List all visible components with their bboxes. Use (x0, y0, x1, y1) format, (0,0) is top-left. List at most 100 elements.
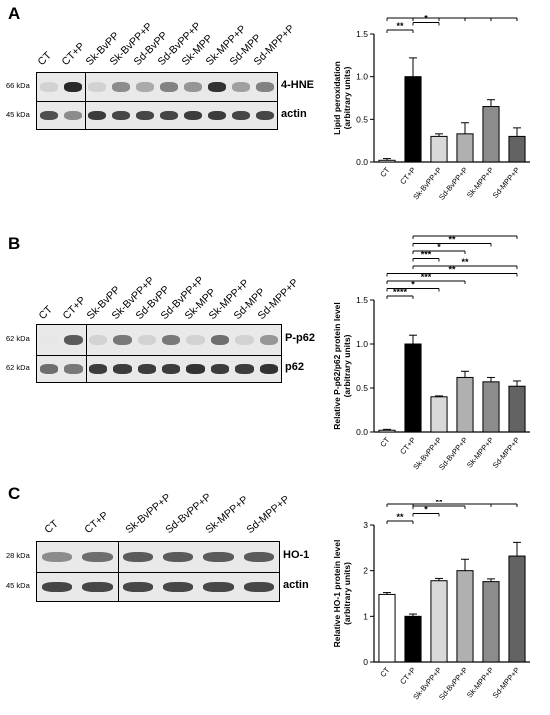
bar (404, 76, 422, 163)
bar (456, 133, 474, 163)
blot-band (88, 334, 108, 346)
panel-letter-c: C (8, 484, 21, 503)
x-tick-label: CT (378, 665, 392, 679)
significance-label: * (502, 14, 506, 19)
blot-strip (36, 355, 282, 383)
bar (508, 385, 526, 433)
blot-strip (36, 324, 282, 356)
bar (404, 343, 422, 433)
blot-band (243, 551, 275, 563)
significance-label: * (437, 14, 441, 19)
bar-chart-ho-1: 0 1 2 3 Relative HO-1 protein level (arbitrar… (332, 500, 530, 702)
lane-label: CT (42, 517, 61, 536)
lane-separator (85, 356, 87, 382)
blot-band (207, 81, 227, 93)
y-tick-label: 1.5 (356, 295, 368, 305)
blot-band (137, 364, 157, 374)
blot-band (41, 551, 73, 563)
blot-band (183, 81, 203, 93)
y-axis-title: (arbitrary units) (342, 66, 352, 129)
bar (508, 555, 526, 663)
bar (482, 106, 500, 163)
blot-band (82, 581, 113, 593)
lane-label: CT+P (59, 40, 88, 68)
significance-label: * (463, 14, 467, 19)
significance-label: * (437, 242, 441, 252)
significance-label: ** (448, 235, 456, 245)
significance-label: * (450, 14, 454, 19)
lane-label: CT (35, 49, 55, 68)
lane-separator (85, 102, 86, 129)
blot-strip (36, 541, 280, 573)
blot-band (39, 364, 59, 374)
y-tick-label: 2 (363, 566, 368, 576)
blot-band (231, 110, 251, 121)
lane-separator (117, 542, 119, 572)
blot-band (122, 581, 154, 593)
molecular-weight-label: 62 kDa (6, 334, 30, 343)
blot-band (137, 334, 157, 346)
significance-label: * (424, 505, 428, 515)
bar (430, 135, 448, 163)
blot-band (159, 110, 179, 121)
y-tick-label: 0 (363, 657, 368, 667)
protein-label: actin (281, 107, 307, 120)
blot-band (183, 110, 203, 121)
bar (378, 593, 396, 663)
significance-label: ** (396, 21, 404, 31)
blot-band (111, 110, 131, 121)
lane-separator (85, 73, 86, 101)
blot-band (64, 334, 83, 346)
blot-band (39, 81, 59, 93)
molecular-weight-label: 62 kDa (6, 363, 30, 372)
blot-band (39, 110, 59, 121)
x-tick-label: Sd-MPP+P (491, 436, 522, 470)
blot-band (235, 334, 254, 346)
significance-label: ** (461, 257, 469, 267)
significance-label: * (450, 500, 454, 505)
blot-band (41, 581, 73, 593)
blot-band (113, 334, 132, 346)
blot-band (259, 364, 279, 374)
blot-band (162, 551, 194, 563)
blot-band (259, 334, 279, 346)
y-tick-label: 0.5 (356, 114, 368, 124)
blot-strip (36, 101, 278, 130)
lane-label: CT+P (60, 294, 89, 322)
bar (456, 376, 474, 433)
protein-label: P-p62 (285, 332, 315, 344)
blot-band (207, 110, 227, 121)
blot-band (87, 110, 107, 121)
blot-band (255, 110, 275, 121)
significance-label: * (476, 14, 480, 19)
panel-letter-a: A (8, 4, 21, 23)
bar (378, 429, 396, 433)
bar (404, 615, 422, 663)
y-tick-label: 1.0 (356, 339, 368, 349)
blot-band (63, 110, 83, 121)
blot-band (122, 551, 154, 563)
bar (378, 159, 396, 163)
blot-band (63, 81, 83, 93)
molecular-weight-label: 66 kDa (6, 81, 30, 90)
bar-chart-lipid-peroxidation: 0.0 0.5 1.0 1.5 Lipid peroxidation (arbitrary… (332, 14, 530, 202)
blot-band (255, 81, 275, 93)
blot-band (203, 581, 234, 593)
blot-band (111, 81, 131, 93)
blot-band (210, 334, 230, 346)
blot-band (231, 81, 251, 93)
y-tick-label: 0.5 (356, 383, 368, 393)
blot-band (162, 581, 194, 593)
significance-label: * (411, 280, 415, 290)
y-axis-title: Lipid peroxidation (332, 61, 342, 135)
bar (508, 135, 526, 163)
blot-band (64, 364, 83, 374)
blot-band (235, 364, 254, 374)
molecular-weight-label: 45 kDa (6, 581, 30, 590)
bar (456, 570, 474, 663)
significance-label: * (424, 14, 428, 24)
blot-band (210, 364, 230, 374)
protein-label: HO-1 (283, 549, 310, 561)
y-tick-label: 0.0 (356, 157, 368, 167)
x-tick-label: CT+P (398, 166, 417, 187)
